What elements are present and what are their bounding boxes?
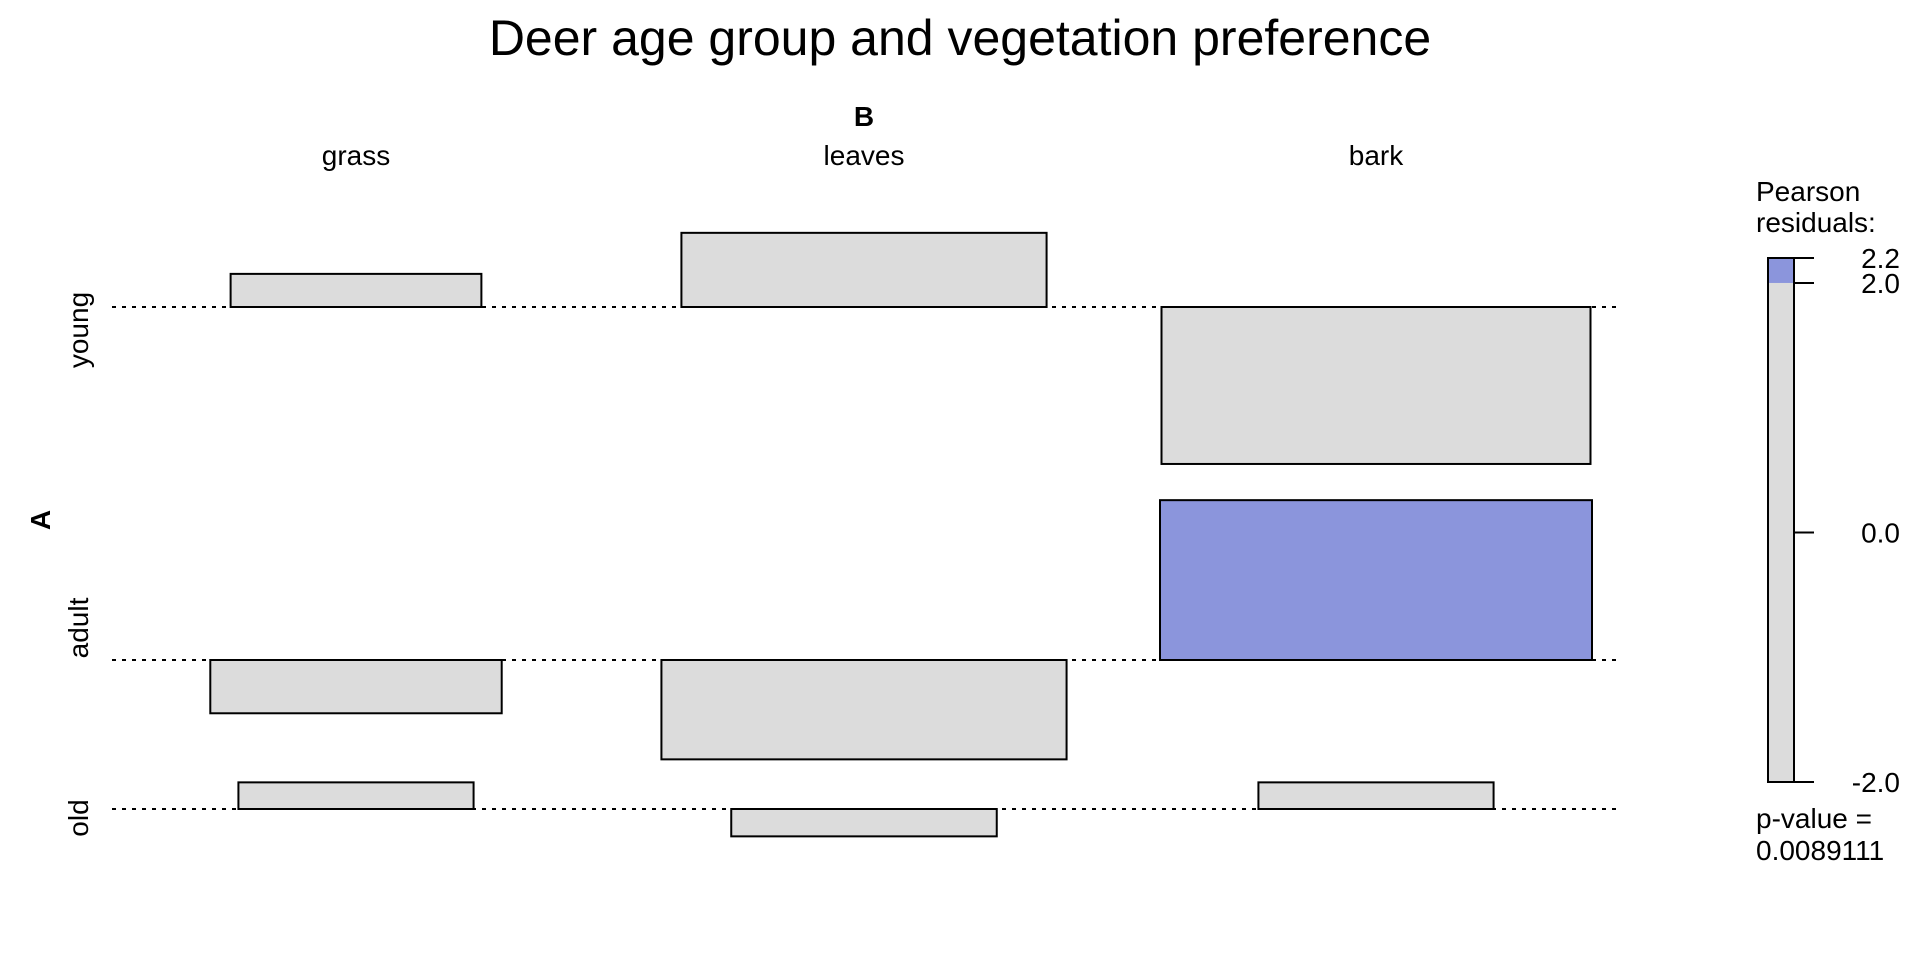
column-label-bark: bark	[1349, 140, 1404, 171]
row-label-adult: adult	[63, 597, 94, 658]
residual-bar-adult-grass	[209, 659, 503, 715]
residual-bars	[209, 231, 1593, 838]
pvalue-line1: p-value =	[1756, 803, 1872, 834]
residual-bar-young-grass	[229, 272, 483, 309]
row-variable-label: A	[25, 510, 56, 530]
column-variable-label: B	[854, 101, 874, 132]
legend-colorbar-outline	[1767, 257, 1795, 783]
legend-tick-label: -2.0	[1852, 767, 1900, 798]
legend-ticks: 2.22.0 0.0 -2.0	[1794, 243, 1900, 798]
legend-tick-label: 0.0	[1861, 517, 1900, 548]
legend-title-line1: Pearson	[1756, 176, 1860, 207]
pvalue-line2: 0.0089111	[1756, 835, 1884, 866]
column-label-leaves: leaves	[824, 140, 905, 171]
column-label-grass: grass	[322, 140, 390, 171]
row-labels: young adult old	[63, 292, 94, 837]
legend-tick-label: 2.0	[1861, 268, 1900, 299]
residual-bar-adult-leaves	[660, 659, 1068, 761]
chart-title: Deer age group and vegetation preference	[489, 10, 1431, 66]
column-labels: grass leaves bark	[322, 140, 1404, 171]
row-label-young: young	[63, 292, 94, 368]
residual-bar-adult-bark	[1159, 499, 1593, 661]
legend-shaded-segment	[1768, 258, 1794, 283]
residual-bar-young-leaves	[680, 231, 1048, 308]
legend: Pearson residuals: 2.22.0 0.0 -2.0 p-value…	[1756, 176, 1900, 866]
legend-title-line2: residuals:	[1756, 207, 1876, 238]
residual-bar-old-bark	[1257, 781, 1495, 810]
residual-bar-young-bark	[1160, 306, 1592, 465]
legend-colorbar	[1767, 257, 1795, 783]
residual-bar-old-leaves	[730, 808, 998, 838]
legend-neutral-segment	[1768, 258, 1794, 782]
legend-tick-label: 2.2	[1861, 243, 1900, 274]
row-label-old: old	[63, 799, 94, 836]
residual-bar-old-grass	[237, 781, 475, 810]
